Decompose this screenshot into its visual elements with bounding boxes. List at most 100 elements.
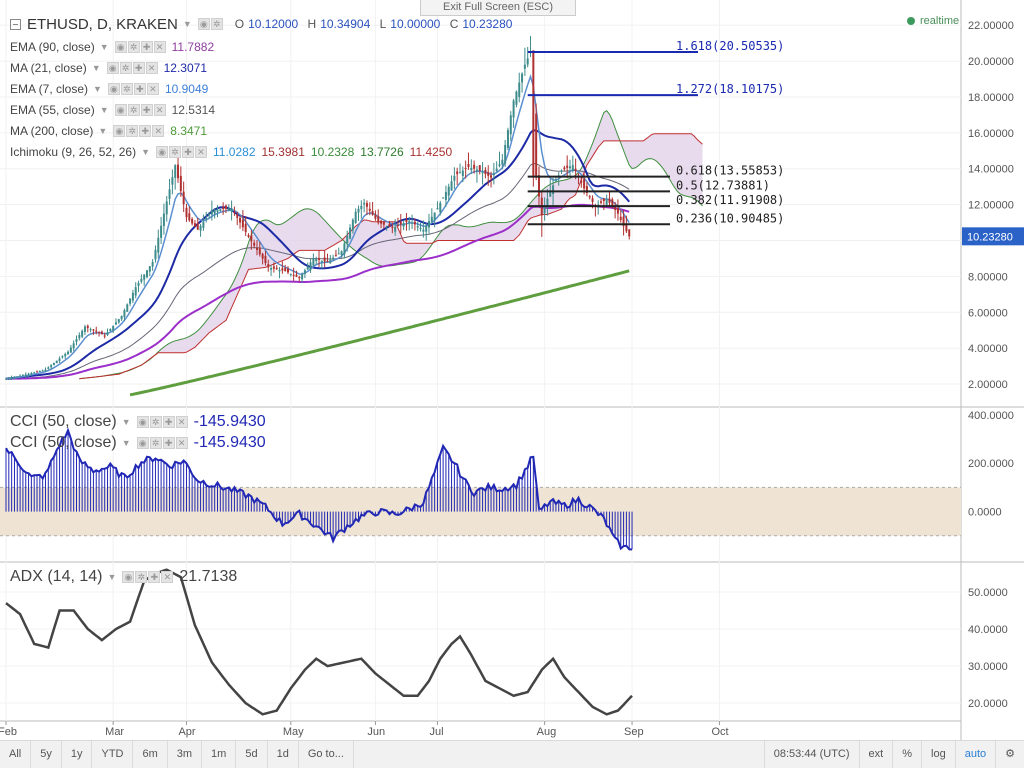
- close-icon[interactable]: ✕: [145, 62, 158, 74]
- indicator-controls[interactable]: ◉ ✲ ✚ ✕: [107, 83, 159, 95]
- close-icon[interactable]: ✕: [152, 125, 165, 137]
- range-button[interactable]: 5y: [31, 740, 62, 768]
- cci-legend-2[interactable]: CCI (50, close) ▼ ◉ ✲ ✚ ✕ -145.9430: [10, 434, 266, 451]
- settings-icon[interactable]: ✚: [140, 41, 153, 53]
- settings-icon[interactable]: ✚: [133, 83, 146, 95]
- indicator-legend-row[interactable]: MA (200, close) ▼ ◉ ✲ ✚ ✕ 8.3471: [10, 122, 213, 140]
- price-axis[interactable]: 22.00000 20.00000 18.00000 16.00000 14.00000…: [962, 20, 1024, 710]
- indicator-controls[interactable]: ◉ ✲ ✚ ✕: [136, 416, 188, 428]
- chevron-down-icon[interactable]: ▼: [121, 438, 131, 448]
- candle-body: [439, 202, 442, 213]
- chevron-down-icon[interactable]: ▼: [99, 42, 109, 52]
- gear-icon[interactable]: ✲: [126, 125, 139, 137]
- chart-canvas[interactable]: 1.618(20.50535) 1.272(18.10175) 0.618(13.5…: [0, 0, 1024, 740]
- log-toggle[interactable]: log: [921, 741, 955, 768]
- eye-icon[interactable]: ◉: [156, 146, 168, 158]
- eye-icon[interactable]: ◉: [197, 18, 210, 30]
- eye-icon[interactable]: ◉: [114, 41, 127, 53]
- indicator-legend-row[interactable]: EMA (90, close) ▼ ◉ ✲ ✚ ✕ 11.7882: [10, 38, 220, 56]
- indicator-controls[interactable]: ◉ ✲ ✚ ✕: [122, 571, 174, 583]
- chevron-down-icon[interactable]: ▼: [91, 63, 101, 73]
- percent-toggle[interactable]: %: [892, 741, 921, 768]
- indicator-legend-row[interactable]: MA (21, close) ▼ ◉ ✲ ✚ ✕ 12.3071: [10, 59, 213, 77]
- range-button[interactable]: 3m: [168, 740, 203, 768]
- chevron-down-icon[interactable]: ▼: [182, 19, 192, 29]
- candle-body: [498, 164, 501, 166]
- indicator-controls[interactable]: ◉ ✲ ✚ ✕: [136, 437, 188, 449]
- range-button[interactable]: YTD: [92, 740, 134, 768]
- toolbar-right: 08:53:44 (UTC) ext % log auto ⚙: [763, 741, 1024, 768]
- settings-icon[interactable]: ✚: [139, 125, 152, 137]
- candle-body: [337, 253, 340, 255]
- candle-body: [413, 221, 416, 225]
- candle-body: [236, 214, 239, 218]
- chevron-down-icon[interactable]: ▼: [141, 147, 150, 157]
- gear-icon[interactable]: ✲: [210, 18, 223, 30]
- chevron-down-icon[interactable]: ▼: [93, 84, 102, 94]
- indicator-legend-row[interactable]: Ichimoku (9, 26, 52, 26) ▼ ◉ ✲ ✚ ✕ 11.0282 15.3…: [10, 143, 458, 161]
- settings-icon[interactable]: ✚: [132, 62, 145, 74]
- candle-body: [148, 266, 151, 272]
- candle-body: [535, 113, 538, 178]
- close-icon[interactable]: ✕: [153, 104, 166, 116]
- range-button[interactable]: 6m: [133, 740, 168, 768]
- range-button[interactable]: 1m: [202, 740, 237, 768]
- settings-icon[interactable]: ✚: [182, 146, 194, 158]
- candle-body: [275, 267, 278, 270]
- gear-icon[interactable]: ⚙: [995, 741, 1024, 768]
- goto-button[interactable]: Go to...: [299, 740, 354, 768]
- candle-body: [89, 329, 92, 331]
- candle-body: [408, 220, 411, 223]
- candle-body: [86, 325, 89, 328]
- gear-icon[interactable]: ✲: [120, 83, 133, 95]
- fib-level-label: 0.618(13.55853): [676, 164, 784, 178]
- indicator-legend-row[interactable]: EMA (55, close) ▼ ◉ ✲ ✚ ✕ 12.5314: [10, 101, 221, 119]
- series-controls[interactable]: ◉ ✲: [197, 18, 223, 30]
- candle-body: [193, 223, 196, 227]
- eye-icon[interactable]: ◉: [107, 83, 120, 95]
- indicator-legend-row[interactable]: EMA (7, close) ▼ ◉ ✲ ✚ ✕ 10.9049: [10, 80, 214, 98]
- close-icon[interactable]: ✕: [195, 146, 207, 158]
- cci-legend-1[interactable]: CCI (50, close) ▼ ◉ ✲ ✚ ✕ -145.9430: [10, 413, 266, 430]
- indicator-controls[interactable]: ◉ ✲ ✚ ✕: [114, 41, 166, 53]
- cloud-fill: [79, 110, 703, 379]
- candle-body: [250, 235, 253, 242]
- high-value: 10.34904: [320, 17, 371, 31]
- range-button[interactable]: 1d: [268, 740, 299, 768]
- range-button[interactable]: 5d: [236, 740, 268, 768]
- candle-body: [343, 243, 346, 255]
- indicator-controls[interactable]: ◉ ✲ ✚ ✕: [113, 125, 165, 137]
- gear-icon[interactable]: ✲: [127, 104, 140, 116]
- adx-legend[interactable]: ADX (14, 14) ▼ ◉ ✲ ✚ ✕ 21.7138: [10, 568, 238, 585]
- range-button[interactable]: All: [0, 740, 32, 768]
- gear-icon[interactable]: ✲: [119, 62, 132, 74]
- bottom-toolbar: All 5y 1y YTD 6m 3m 1m 5d 1d Go to... 08:53:44 (…: [0, 740, 1024, 768]
- chevron-down-icon[interactable]: ▼: [99, 105, 109, 115]
- chevron-down-icon[interactable]: ▼: [98, 126, 108, 136]
- time-axis[interactable]: Feb Mar Apr May Jun Jul Aug Sep Oct: [0, 721, 729, 738]
- cci-tick-label: 200.0000: [968, 458, 1014, 470]
- indicator-controls[interactable]: ◉ ✲ ✚ ✕: [156, 146, 207, 158]
- indicator-controls[interactable]: ◉ ✲ ✚ ✕: [106, 62, 158, 74]
- exit-fullscreen-button[interactable]: Exit Full Screen (ESC): [420, 0, 576, 16]
- gear-icon[interactable]: ✲: [127, 41, 140, 53]
- chevron-down-icon[interactable]: ▼: [121, 417, 131, 427]
- auto-toggle[interactable]: auto: [954, 741, 995, 768]
- gear-icon[interactable]: ✲: [169, 146, 181, 158]
- candle-body: [13, 376, 16, 378]
- range-button[interactable]: 1y: [62, 740, 93, 768]
- chevron-down-icon[interactable]: ▼: [107, 572, 117, 582]
- candle-body: [219, 209, 222, 211]
- candle-body: [447, 186, 450, 196]
- indicator-controls[interactable]: ◉ ✲ ✚ ✕: [114, 104, 166, 116]
- collapse-icon[interactable]: [10, 18, 21, 30]
- close-icon[interactable]: ✕: [146, 83, 159, 95]
- eye-icon[interactable]: ◉: [114, 104, 127, 116]
- close-icon[interactable]: ✕: [153, 41, 166, 53]
- eye-icon[interactable]: ◉: [113, 125, 126, 137]
- eye-icon[interactable]: ◉: [106, 62, 119, 74]
- ohlc-values: O 10.12000 H 10.34904 L 10.00000 C 10.23280: [234, 17, 513, 31]
- settings-icon[interactable]: ✚: [140, 104, 153, 116]
- symbol-title[interactable]: ETHUSD, D, KRAKEN: [27, 15, 178, 33]
- ext-toggle[interactable]: ext: [858, 741, 893, 768]
